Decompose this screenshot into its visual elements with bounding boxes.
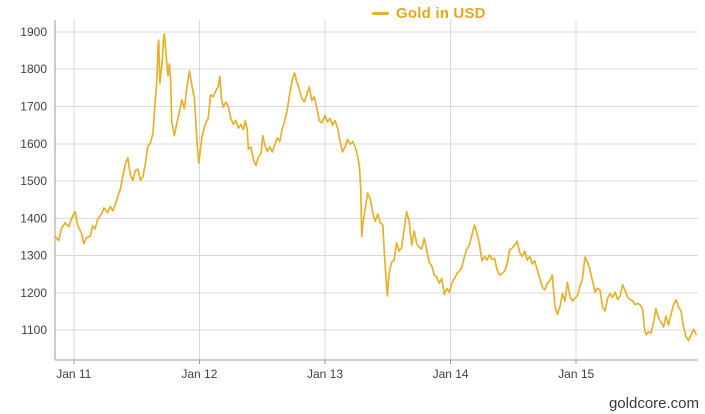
legend-line-icon: [372, 12, 389, 15]
x-tick-label: Jan 15: [558, 367, 594, 381]
y-tick-label: 1700: [20, 100, 47, 114]
x-tick-label: Jan 13: [307, 367, 343, 381]
legend-label: Gold in USD: [396, 5, 486, 22]
y-tick-label: 1400: [20, 211, 47, 225]
y-tick-label: 1300: [20, 249, 47, 263]
y-tick-label: 1800: [20, 62, 47, 76]
y-tick-label: 1200: [20, 286, 47, 300]
gold-price-line: [54, 32, 697, 342]
x-tick-label: Jan 12: [181, 367, 217, 381]
x-tick-label: Jan 11: [56, 367, 91, 381]
y-tick-label: 1100: [21, 323, 47, 337]
watermark: goldcore.com: [608, 395, 699, 412]
y-tick-label: 1500: [20, 174, 47, 188]
y-tick-label: 1600: [20, 137, 47, 151]
y-tick-label: 1900: [20, 25, 47, 39]
legend-item-gold[interactable]: Gold in USD: [372, 5, 486, 22]
x-tick-label: Jan 14: [433, 367, 469, 381]
